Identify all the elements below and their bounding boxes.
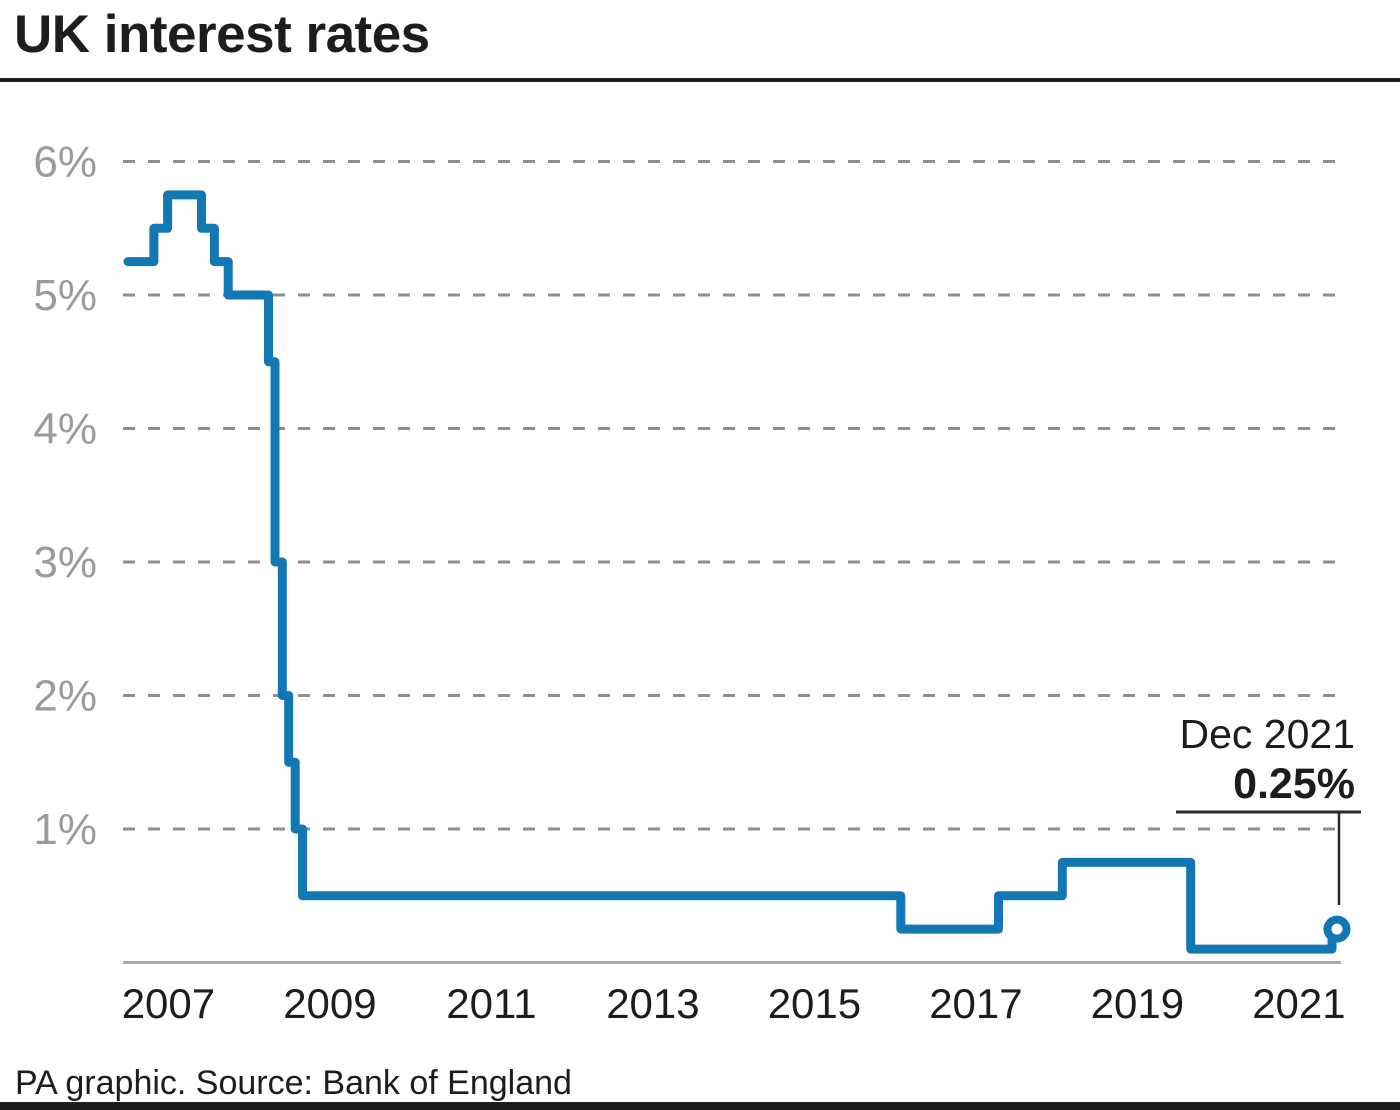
x-tick-label: 2019 <box>1091 980 1184 1027</box>
y-tick-label: 5% <box>33 271 97 320</box>
y-tick-label: 1% <box>33 805 97 854</box>
annotation-value: 0.25% <box>1233 760 1355 808</box>
title-divider <box>0 78 1400 82</box>
y-tick-label: 4% <box>33 405 97 454</box>
x-tick-label: 2013 <box>606 980 699 1027</box>
source-credit: PA graphic. Source: Bank of England <box>15 1064 572 1102</box>
x-tick-label: 2017 <box>929 980 1022 1027</box>
x-tick-label: 2011 <box>446 980 536 1027</box>
x-axis-labels: 2007 2009 2011 2013 2015 2017 2019 2021 <box>122 980 1346 1027</box>
y-tick-label: 3% <box>33 538 97 587</box>
page-title: UK interest rates <box>14 5 430 64</box>
rate-line-series <box>123 190 1351 954</box>
bottom-bar <box>0 1102 1400 1110</box>
rate-line <box>123 190 1338 954</box>
end-marker <box>1323 915 1351 943</box>
y-tick-label: 2% <box>33 672 97 721</box>
y-tick-label: 6% <box>33 138 97 187</box>
x-tick-label: 2021 <box>1252 980 1345 1027</box>
annotation-date: Dec 2021 <box>1179 711 1355 757</box>
x-tick-label: 2007 <box>122 980 215 1027</box>
gridlines <box>123 160 1338 831</box>
x-tick-label: 2009 <box>283 980 376 1027</box>
y-axis-labels: 6% 5% 4% 3% 2% 1% <box>33 138 97 855</box>
x-tick-label: 2015 <box>768 980 861 1027</box>
